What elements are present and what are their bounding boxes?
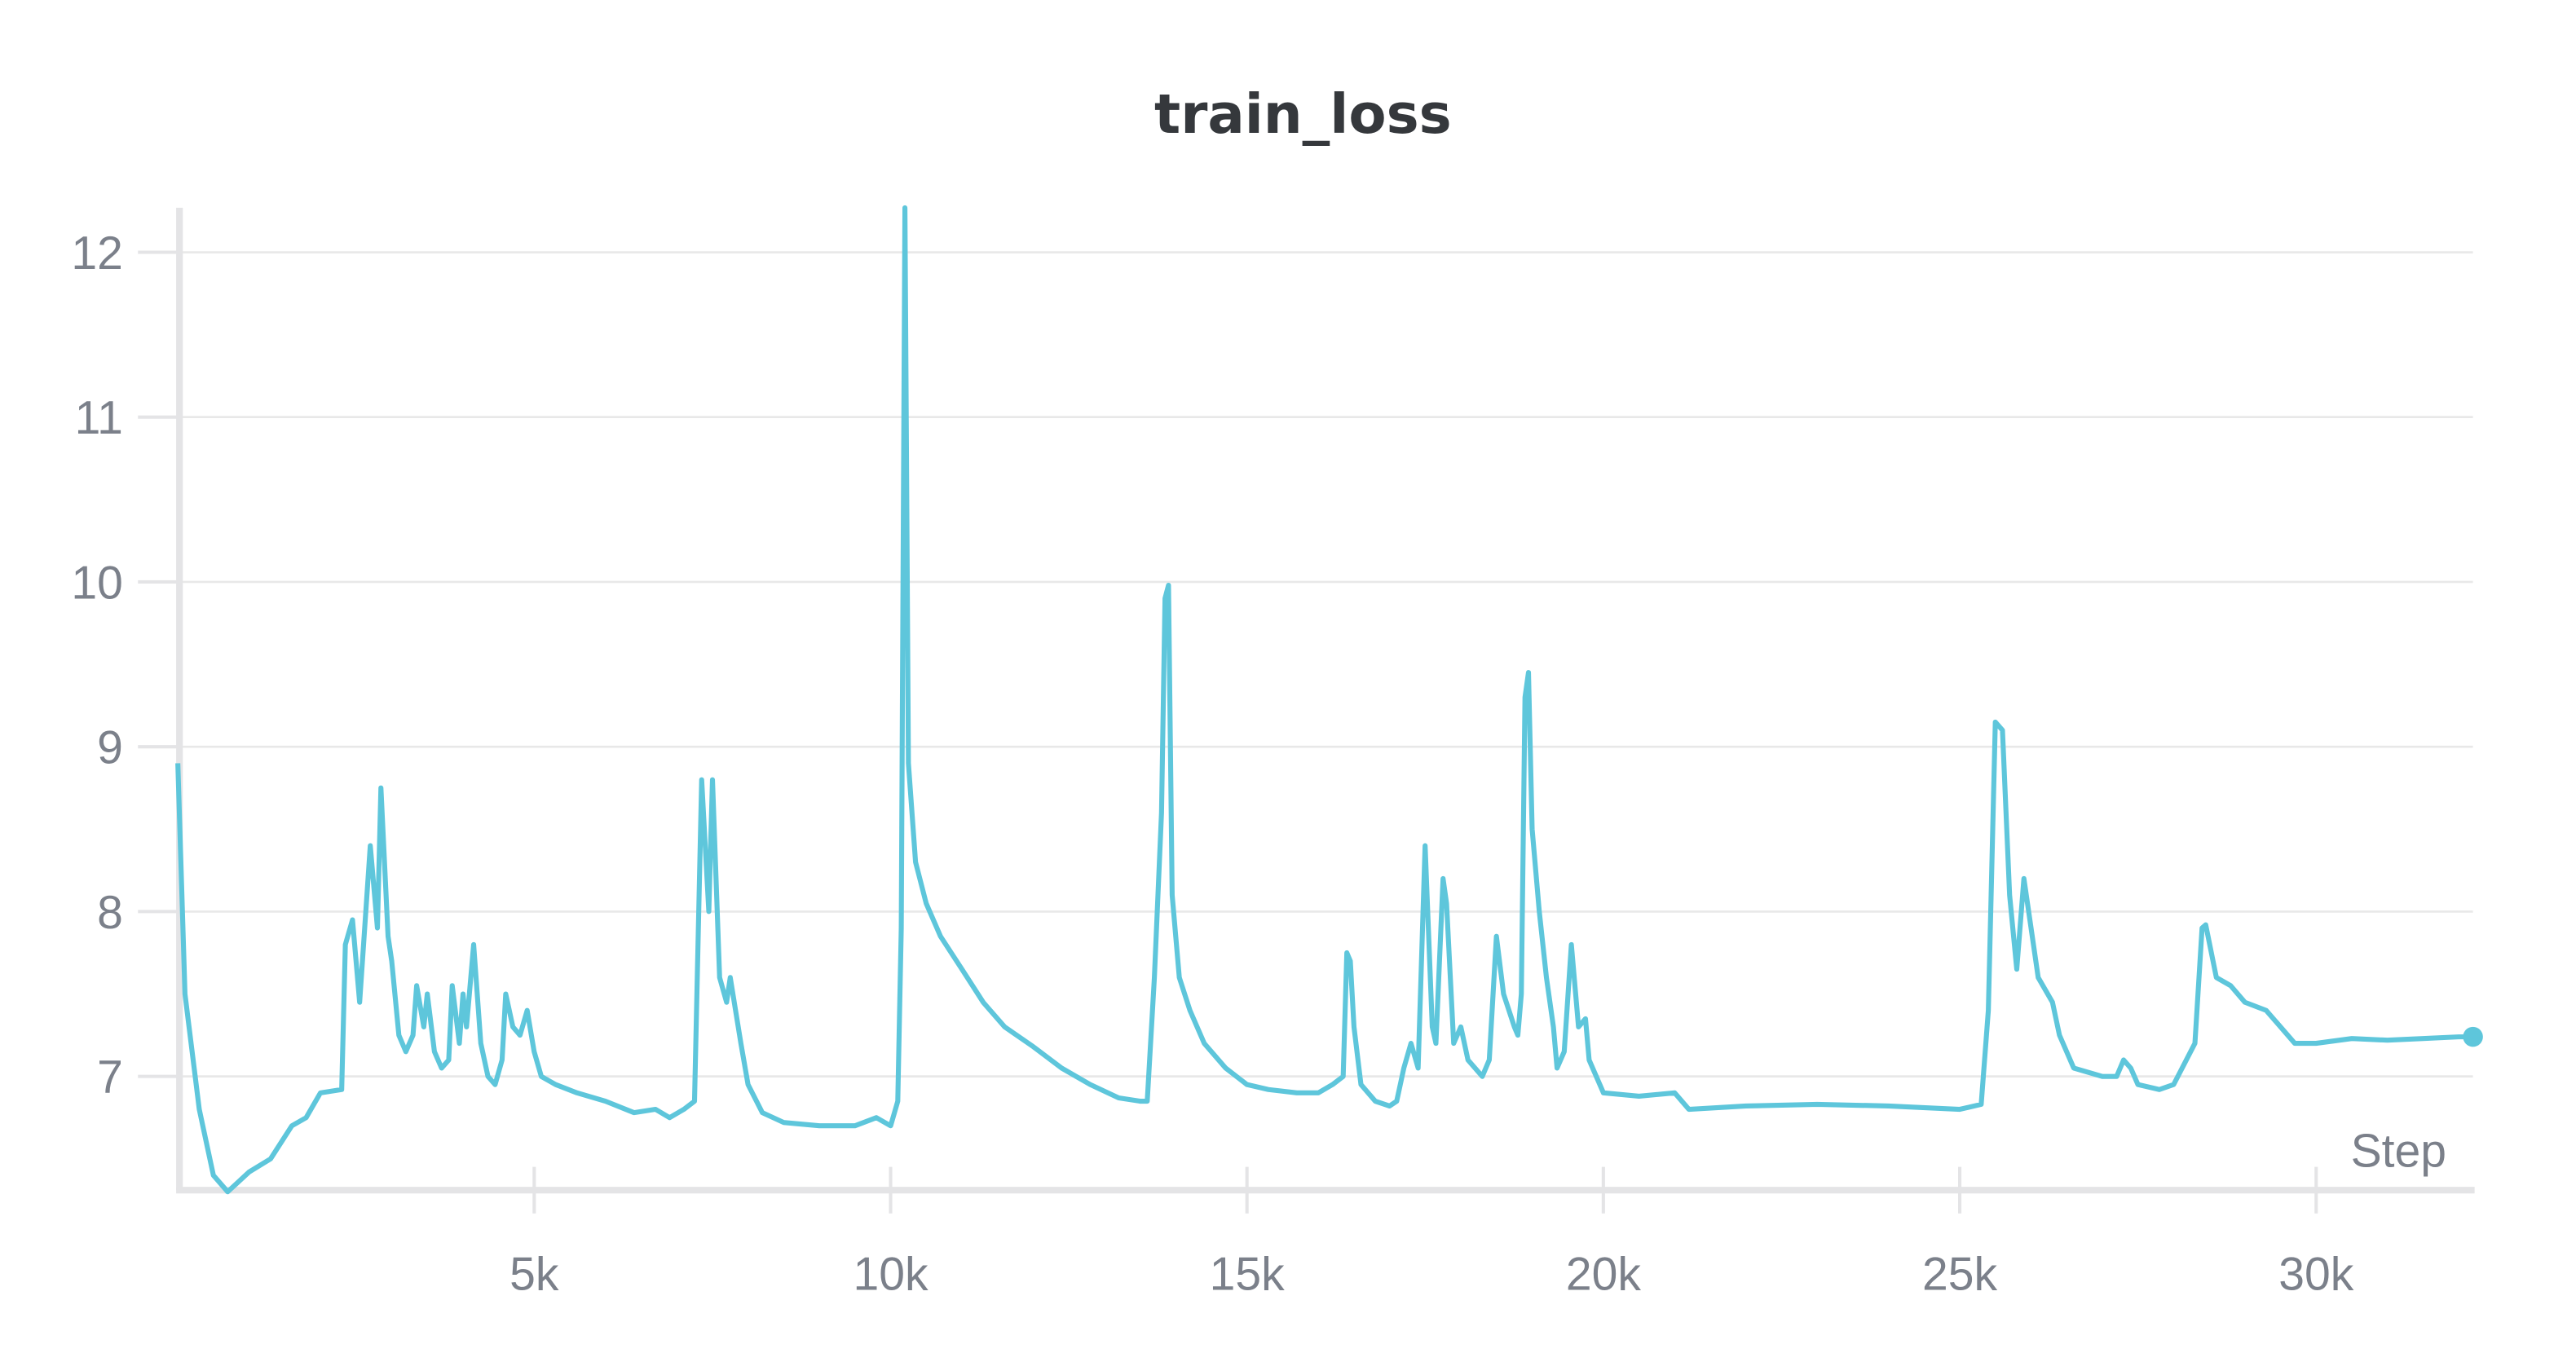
chart-title: train_loss <box>1154 82 1452 146</box>
x-tick-label: 15k <box>1210 1248 1285 1300</box>
y-axis-ticks: 7 8 9 10 11 12 <box>71 227 179 1104</box>
x-tick-label: 10k <box>853 1248 928 1300</box>
y-tick-label: 9 <box>97 722 123 774</box>
y-tick-label: 10 <box>71 557 122 609</box>
y-tick-label: 11 <box>75 392 123 444</box>
y-tick-label: 7 <box>97 1051 123 1104</box>
gridlines <box>178 251 2473 1078</box>
x-tick-label: 30k <box>2278 1248 2353 1300</box>
series-line-train-loss[interactable] <box>175 205 2473 1195</box>
x-tick-label: 20k <box>1566 1248 1641 1300</box>
x-tick-label: 25k <box>1922 1248 1997 1300</box>
x-axis-label: Step <box>2351 1126 2446 1178</box>
series-end-marker[interactable] <box>2463 1026 2483 1047</box>
y-tick-label: 8 <box>97 887 123 939</box>
x-tick-label: 5k <box>509 1248 559 1300</box>
y-tick-label: 12 <box>71 227 122 280</box>
